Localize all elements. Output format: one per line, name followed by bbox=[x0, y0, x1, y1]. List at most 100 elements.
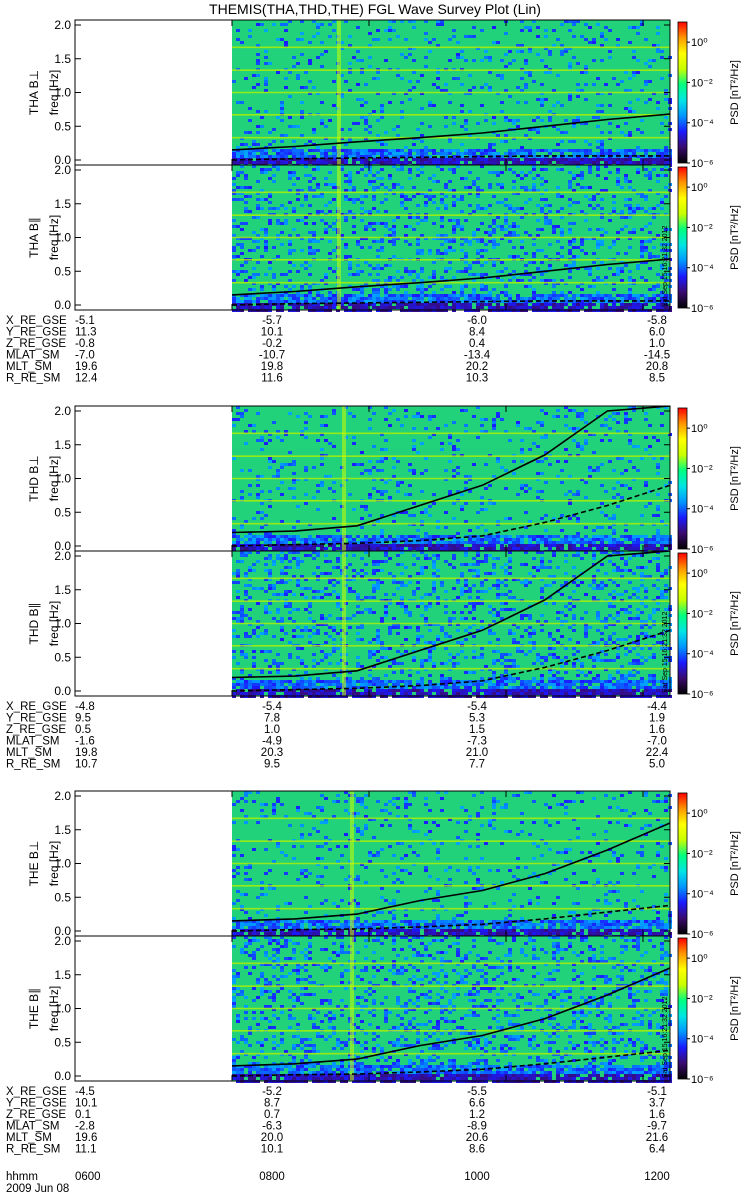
spectrogram-cell bbox=[620, 131, 624, 134]
spectrogram-cell bbox=[468, 264, 472, 267]
spectrogram-cell bbox=[592, 433, 596, 436]
spectrogram-cell bbox=[420, 303, 424, 306]
spectrogram-cell bbox=[508, 306, 512, 309]
spectrogram-cell bbox=[604, 544, 608, 547]
spectrogram-cell bbox=[468, 490, 472, 493]
spectrogram-cell bbox=[532, 161, 536, 164]
spectrogram-cell bbox=[500, 74, 504, 77]
spectrogram-cell bbox=[472, 152, 476, 155]
spectrogram-cell bbox=[468, 74, 472, 77]
spectrogram-cell bbox=[508, 294, 512, 297]
spectrogram-cell bbox=[356, 656, 360, 659]
spectrogram-cell bbox=[308, 231, 312, 234]
spectrogram-cell bbox=[260, 297, 264, 300]
spectrogram-cell bbox=[292, 303, 296, 306]
spectrogram-cell bbox=[576, 412, 580, 415]
spectrogram-cell bbox=[656, 158, 660, 161]
spectrogram-cell bbox=[648, 541, 652, 544]
spectrogram-cell bbox=[612, 541, 616, 544]
spectrogram-cell bbox=[480, 538, 484, 541]
spectrogram-cell bbox=[420, 541, 424, 544]
spectrogram-cell bbox=[388, 602, 392, 605]
spectrogram-cell bbox=[240, 605, 244, 608]
spectrogram-cell bbox=[432, 297, 436, 300]
spectrogram-cell bbox=[384, 158, 388, 161]
spectrogram-cell bbox=[648, 237, 652, 240]
spectrogram-cell bbox=[324, 653, 328, 656]
spectrogram-cell bbox=[240, 617, 244, 620]
spectrogram-cell bbox=[316, 686, 320, 689]
spectrogram-cell bbox=[320, 614, 324, 617]
spectrogram-cell bbox=[248, 119, 252, 122]
spectrogram-cell bbox=[604, 514, 608, 517]
spectrogram-cell bbox=[412, 415, 416, 418]
spectrogram-cell bbox=[252, 517, 256, 520]
spectrogram-cell bbox=[580, 541, 584, 544]
y-tick-label: 0.0 bbox=[54, 298, 71, 312]
spectrogram-cell bbox=[460, 547, 464, 550]
spectrogram-cell bbox=[260, 511, 264, 514]
spectrogram-cell bbox=[664, 186, 668, 189]
spectrogram-cell bbox=[244, 201, 248, 204]
spectrogram-cell bbox=[544, 514, 548, 517]
spectrogram-cell bbox=[440, 161, 444, 164]
spectrogram-cell bbox=[288, 171, 292, 174]
spectrogram-cell bbox=[440, 252, 444, 255]
spectrogram-cell bbox=[496, 270, 500, 273]
spectrogram-cell bbox=[524, 427, 528, 430]
spectrogram-cell bbox=[316, 186, 320, 189]
spectrogram-cell bbox=[588, 303, 592, 306]
spectrogram-cell bbox=[612, 418, 616, 421]
spectrogram-cell bbox=[296, 77, 300, 80]
spectrogram-cell bbox=[660, 249, 664, 252]
spectrogram-cell bbox=[392, 547, 396, 550]
spectrogram-cell bbox=[248, 578, 252, 581]
spectrogram-cell bbox=[304, 152, 308, 155]
spectrogram-cell bbox=[232, 611, 236, 614]
spectrogram-cell bbox=[372, 195, 376, 198]
spectrogram-cell bbox=[264, 532, 268, 535]
spectrogram-cell bbox=[396, 294, 400, 297]
spectrogram-cell bbox=[368, 125, 372, 128]
spectrogram-cell bbox=[436, 535, 440, 538]
spectrogram-cell bbox=[576, 116, 580, 119]
spectrogram-cell bbox=[428, 155, 432, 158]
spectrogram-cell bbox=[232, 80, 236, 83]
spectrogram-cell bbox=[408, 149, 412, 152]
spectrogram-cell bbox=[604, 26, 608, 29]
spectrogram-cell bbox=[616, 149, 620, 152]
spectrogram-cell bbox=[572, 125, 576, 128]
spectrogram-cell bbox=[288, 297, 292, 300]
spectrogram-cell bbox=[460, 294, 464, 297]
spectrogram-cell bbox=[380, 544, 384, 547]
spectrogram-cell bbox=[664, 149, 668, 152]
spectrogram-cell bbox=[380, 168, 384, 171]
spectrogram-cell bbox=[256, 635, 260, 638]
spectrogram-cell bbox=[560, 168, 564, 171]
spectrogram-cell bbox=[300, 86, 304, 89]
spectrogram-cell bbox=[632, 547, 636, 550]
spectrogram-cell bbox=[600, 143, 604, 146]
spectrogram-cell bbox=[440, 23, 444, 26]
spectrogram-cell bbox=[340, 92, 344, 95]
spectrogram-cell bbox=[648, 502, 652, 505]
spectrogram-cell bbox=[380, 581, 384, 584]
spectrogram-cell bbox=[240, 222, 244, 225]
spectrogram-cell bbox=[532, 261, 536, 264]
spectrogram-cell bbox=[240, 243, 244, 246]
spectrogram-cell bbox=[372, 665, 376, 668]
spectrogram-cell bbox=[372, 174, 376, 177]
spectrogram-cell bbox=[616, 421, 620, 424]
spectrogram-cell bbox=[616, 294, 620, 297]
spectrogram-cell bbox=[312, 692, 316, 695]
spectrogram-cell bbox=[348, 412, 352, 415]
spectrogram-cell bbox=[360, 505, 364, 508]
spectrogram-cell bbox=[416, 297, 420, 300]
spectrogram-cell bbox=[300, 647, 304, 650]
spectrogram-cell bbox=[664, 297, 668, 300]
spectrogram-cell bbox=[496, 412, 500, 415]
spectrogram-cell bbox=[440, 158, 444, 161]
spectrogram-cell bbox=[236, 680, 240, 683]
spectrogram-cell bbox=[624, 177, 628, 180]
spectrogram-cell bbox=[496, 297, 500, 300]
